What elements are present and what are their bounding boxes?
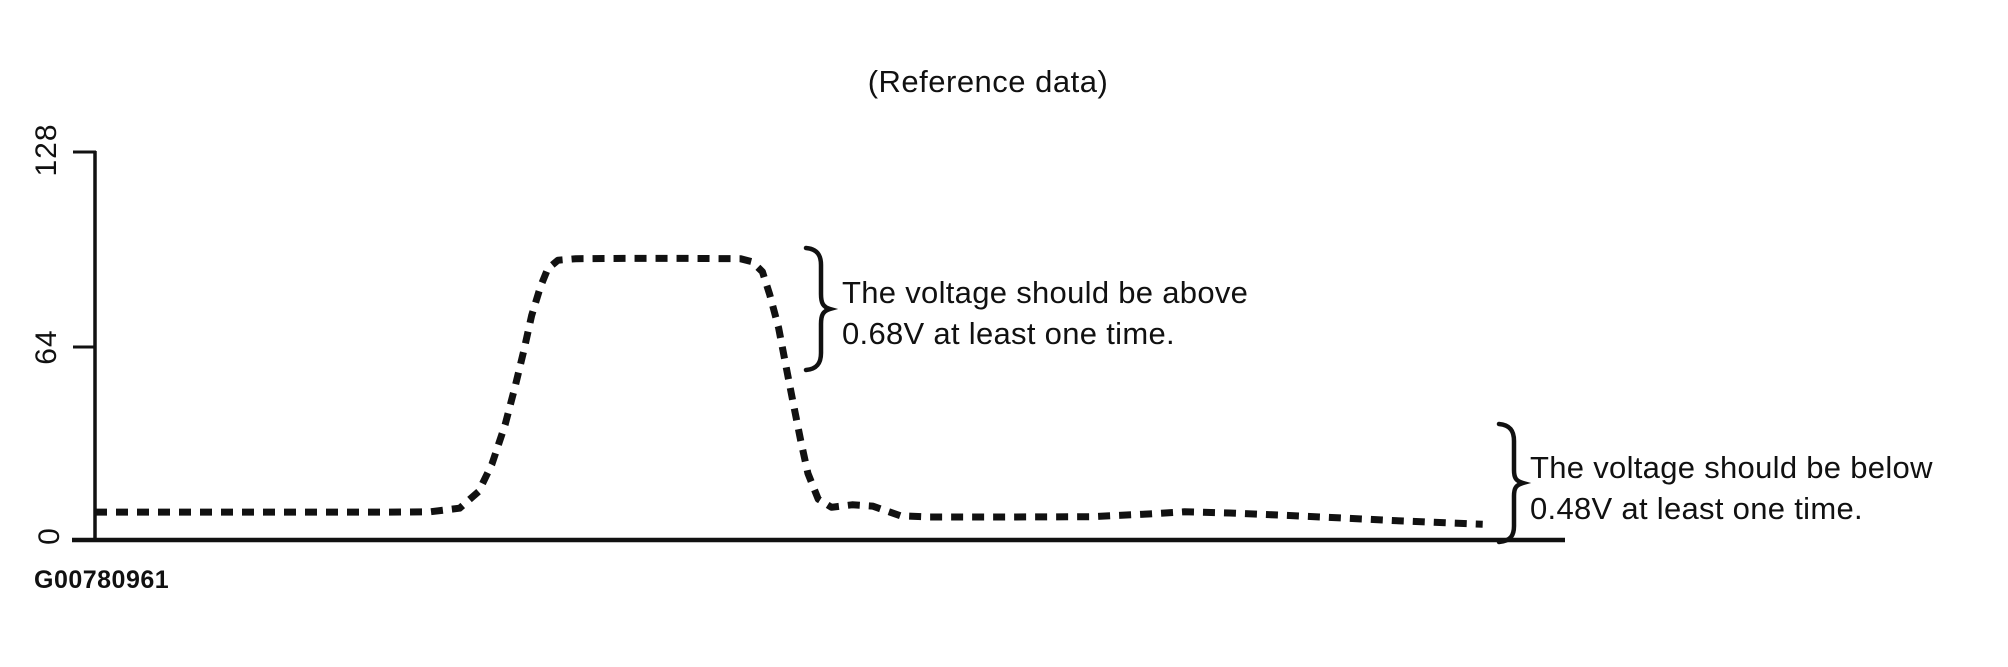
y-axis-label-0: 0 [33, 527, 66, 545]
y-axis-label-128: 128 [30, 123, 63, 177]
lower-threshold-line1: The voltage should be below [1530, 450, 1933, 485]
lower-threshold-annotation: The voltage should be below 0.48V at lea… [1530, 447, 1933, 529]
upper-brace-icon [803, 245, 839, 373]
chart-title: (Reference data) [867, 64, 1109, 99]
voltage-waveform-trace [95, 254, 1483, 528]
lower-threshold-line2: 0.48V at least one time. [1530, 491, 1863, 526]
y-axis-label-64: 64 [30, 329, 63, 365]
upper-threshold-annotation: The voltage should be above 0.68V at lea… [842, 272, 1248, 354]
upper-threshold-line2: 0.68V at least one time. [842, 316, 1175, 351]
lower-brace-icon [1496, 421, 1532, 545]
upper-threshold-line1: The voltage should be above [842, 275, 1249, 310]
figure-id: G00780961 [34, 566, 170, 594]
